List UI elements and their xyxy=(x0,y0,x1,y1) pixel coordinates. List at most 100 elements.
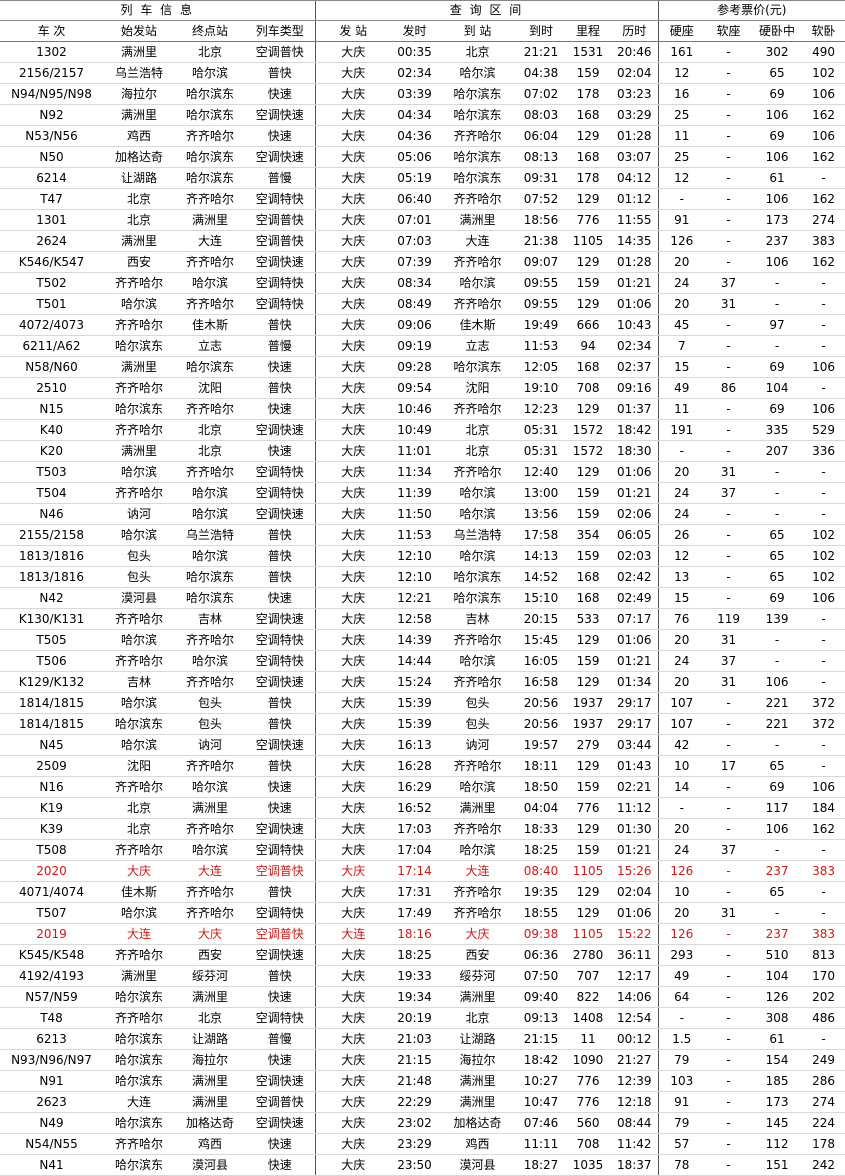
cell-depart-station: 大庆 xyxy=(314,293,392,315)
cell-terminus: 大庆 xyxy=(175,923,245,945)
cell-depart-station: 大庆 xyxy=(314,272,392,294)
cell-depart-time: 14:39 xyxy=(391,629,439,651)
cell-depart-station: 大庆 xyxy=(314,188,392,210)
cell-train-number: 6213 xyxy=(0,1028,103,1050)
col-distance: 里程 xyxy=(565,20,612,42)
cell-origin: 加格达奇 xyxy=(103,146,175,168)
cell-hard-seat: 25 xyxy=(657,104,706,126)
cell-hard-sleeper-middle: 335 xyxy=(752,419,803,441)
cell-arrive-station: 立志 xyxy=(438,335,518,357)
cell-hard-seat: 12 xyxy=(657,62,706,84)
cell-arrive-time: 13:56 xyxy=(517,503,566,525)
cell-arrive-station: 哈尔滨东 xyxy=(438,83,518,105)
cell-depart-station: 大庆 xyxy=(314,440,392,462)
cell-depart-time: 21:48 xyxy=(391,1070,439,1092)
cell-hard-seat: 20 xyxy=(657,671,706,693)
cell-hard-seat: - xyxy=(657,188,706,210)
cell-soft-seat: - xyxy=(705,398,753,420)
cell-train-number: N49 xyxy=(0,1112,103,1134)
cell-soft-sleeper: 274 xyxy=(802,209,845,231)
table-row: 4072/4073 齐齐哈尔 佳木斯 普快 大庆 09:06 佳木斯 19:49 666 10:4… xyxy=(0,314,845,336)
cell-depart-station: 大庆 xyxy=(314,335,392,357)
cell-train-number: 4192/4193 xyxy=(0,965,103,987)
cell-train-number: T508 xyxy=(0,839,103,861)
cell-distance: 168 xyxy=(565,146,612,168)
cell-depart-time: 12:21 xyxy=(391,587,439,609)
cell-depart-time: 11:34 xyxy=(391,461,439,483)
column-group-header: 列 车 信 息 查 询 区 间 参考票价(元) xyxy=(0,0,845,21)
cell-soft-sleeper: 106 xyxy=(802,356,845,378)
cell-depart-time: 10:49 xyxy=(391,419,439,441)
cell-arrive-time: 19:49 xyxy=(517,314,566,336)
cell-train-number: 6214 xyxy=(0,167,103,189)
cell-depart-time: 08:49 xyxy=(391,293,439,315)
cell-train-type: 空调普快 xyxy=(245,1091,316,1113)
table-row: 1813/1816 包头 哈尔滨东 普快 大庆 12:10 哈尔滨东 14:52 168 02:4… xyxy=(0,566,845,588)
cell-train-number: K19 xyxy=(0,797,103,819)
cell-train-number: N50 xyxy=(0,146,103,168)
cell-depart-station: 大庆 xyxy=(314,734,392,756)
cell-duration: 01:34 xyxy=(611,671,659,693)
cell-terminus: 齐齐哈尔 xyxy=(175,125,245,147)
cell-soft-seat: - xyxy=(705,923,753,945)
cell-hard-sleeper-middle: 69 xyxy=(752,125,803,147)
cell-hard-seat: 20 xyxy=(657,461,706,483)
cell-duration: 01:06 xyxy=(611,461,659,483)
cell-distance: 129 xyxy=(565,902,612,924)
cell-arrive-station: 齐齐哈尔 xyxy=(438,671,518,693)
cell-soft-sleeper: - xyxy=(802,503,845,525)
cell-soft-sleeper: - xyxy=(802,608,845,630)
table-row: 6211/A62 哈尔滨东 立志 普慢 大庆 09:19 立志 11:53 94 02:34 7- -… xyxy=(0,335,845,357)
cell-depart-station: 大庆 xyxy=(314,545,392,567)
cell-distance: 129 xyxy=(565,293,612,315)
cell-soft-sleeper: 102 xyxy=(802,566,845,588)
cell-soft-sleeper: 162 xyxy=(802,104,845,126)
cell-arrive-time: 09:13 xyxy=(517,1007,566,1029)
table-row: N92 满洲里 哈尔滨东 空调快速 大庆 04:34 哈尔滨东 08:03 168 03:29 25… xyxy=(0,104,845,126)
cell-depart-time: 08:34 xyxy=(391,272,439,294)
cell-duration: 02:34 xyxy=(611,335,659,357)
table-row: K40 齐齐哈尔 北京 空调快速 大庆 10:49 北京 05:31 1572 18:42 191-… xyxy=(0,419,845,441)
cell-train-type: 空调快速 xyxy=(245,818,316,840)
cell-soft-seat: 31 xyxy=(705,671,753,693)
cell-distance: 159 xyxy=(565,839,612,861)
cell-arrive-time: 12:05 xyxy=(517,356,566,378)
cell-distance: 168 xyxy=(565,356,612,378)
cell-arrive-station: 哈尔滨 xyxy=(438,545,518,567)
cell-depart-time: 12:10 xyxy=(391,545,439,567)
cell-arrive-time: 19:57 xyxy=(517,734,566,756)
cell-hard-seat: 13 xyxy=(657,566,706,588)
cell-terminus: 加格达奇 xyxy=(175,1112,245,1134)
cell-hard-sleeper-middle: 97 xyxy=(752,314,803,336)
cell-depart-station: 大庆 xyxy=(314,629,392,651)
cell-origin: 哈尔滨 xyxy=(103,902,175,924)
cell-arrive-time: 20:56 xyxy=(517,713,566,735)
group-query-section: 查 询 区 间 xyxy=(314,0,659,21)
col-depart-station: 发 站 xyxy=(314,20,392,42)
cell-depart-station: 大庆 xyxy=(314,209,392,231)
cell-arrive-time: 08:03 xyxy=(517,104,566,126)
cell-terminus: 哈尔滨 xyxy=(175,545,245,567)
cell-hard-sleeper-middle: 69 xyxy=(752,356,803,378)
cell-duration: 29:17 xyxy=(611,713,659,735)
cell-arrive-station: 哈尔滨东 xyxy=(438,587,518,609)
table-row: 6213 哈尔滨东 让湖路 普慢 大庆 21:03 让湖路 21:15 11 00:12 1.5-6… xyxy=(0,1028,845,1050)
cell-origin: 齐齐哈尔 xyxy=(103,377,175,399)
cell-hard-seat: 57 xyxy=(657,1133,706,1155)
table-row: K130/K131 齐齐哈尔 吉林 空调快速 大庆 12:58 吉林 20:15 533 07:1… xyxy=(0,608,845,630)
cell-depart-station: 大庆 xyxy=(314,1070,392,1092)
cell-arrive-time: 12:40 xyxy=(517,461,566,483)
cell-soft-sleeper: 249 xyxy=(802,1049,845,1071)
cell-origin: 哈尔滨东 xyxy=(103,986,175,1008)
cell-terminus: 大连 xyxy=(175,230,245,252)
cell-depart-time: 11:50 xyxy=(391,503,439,525)
cell-depart-time: 14:44 xyxy=(391,650,439,672)
cell-terminus: 包头 xyxy=(175,713,245,735)
cell-arrive-time: 21:38 xyxy=(517,230,566,252)
cell-arrive-station: 齐齐哈尔 xyxy=(438,125,518,147)
cell-soft-seat: 37 xyxy=(705,272,753,294)
cell-train-type: 空调普快 xyxy=(245,230,316,252)
cell-duration: 01:06 xyxy=(611,293,659,315)
table-row: K20 满洲里 北京 快速 大庆 11:01 北京 05:31 1572 18:30- -207 33… xyxy=(0,440,845,462)
cell-soft-sleeper: - xyxy=(802,839,845,861)
